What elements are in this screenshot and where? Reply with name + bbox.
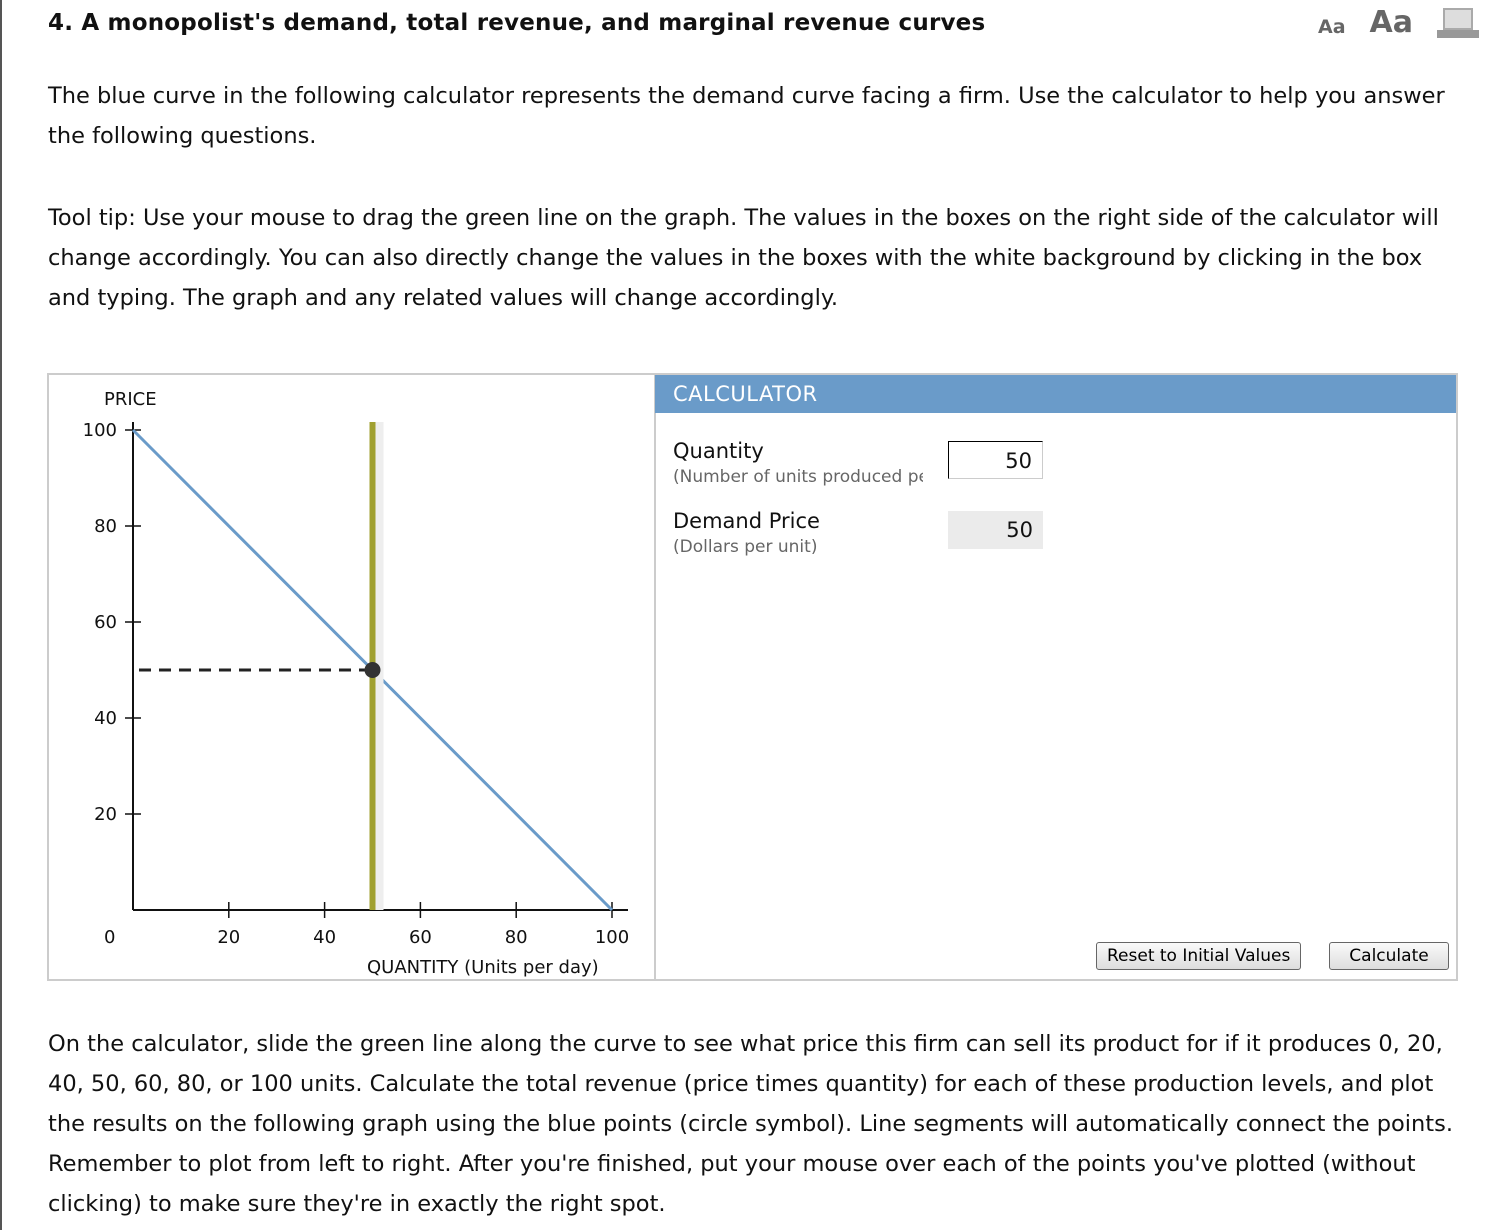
window-edge xyxy=(0,0,2,1230)
decrease-font-button[interactable]: Aa xyxy=(1318,16,1346,38)
reset-button[interactable]: Reset to Initial Values xyxy=(1096,942,1302,970)
calculate-button[interactable]: Calculate xyxy=(1329,942,1449,970)
x-axis-label: QUANTITY (Units per day) xyxy=(367,957,599,978)
slider-shadow xyxy=(375,422,384,910)
x-tick-label: 100 xyxy=(595,927,629,948)
page-title: 4. A monopolist's demand, total revenue,… xyxy=(48,10,986,36)
selected-point xyxy=(364,662,381,678)
calculator-header: CALCULATOR xyxy=(655,375,1456,413)
origin-label: 0 xyxy=(104,927,115,948)
quantity-label: Quantity xyxy=(673,439,764,463)
x-tick-label: 40 xyxy=(313,927,336,948)
price-label: Demand Price xyxy=(673,509,820,533)
demand-graph: PRICE QUANTITY (Units per day) 0 100 80 60… xyxy=(49,375,656,981)
tooltip-text: Tool tip: Use your mouse to drag the gre… xyxy=(48,205,1439,311)
intro-text: The blue curve in the following calculat… xyxy=(48,83,1445,149)
y-tick-label: 60 xyxy=(94,612,117,633)
y-tick-label: 40 xyxy=(94,708,117,729)
calculator-panel: CALCULATOR Quantity (Number of units pro… xyxy=(655,375,1456,979)
x-tick-label: 60 xyxy=(409,927,432,948)
increase-font-button[interactable]: Aa xyxy=(1369,5,1413,40)
toolbar: Aa Aa xyxy=(1318,8,1479,38)
demand-chart[interactable]: PRICE QUANTITY (Units per day) 0 100 80 60… xyxy=(49,375,654,981)
print-icon[interactable] xyxy=(1437,8,1479,38)
price-sublabel: (Dollars per unit) xyxy=(673,537,818,557)
price-value: 50 xyxy=(948,511,1043,549)
quantity-sublabel: (Number of units produced per day) xyxy=(673,467,923,487)
y-axis-label: PRICE xyxy=(104,389,157,410)
x-tick-label: 80 xyxy=(505,927,528,948)
y-tick-label: 80 xyxy=(94,516,117,537)
quantity-input[interactable]: 50 xyxy=(948,441,1043,479)
y-tick-label: 100 xyxy=(83,420,117,441)
calculator-widget: PRICE QUANTITY (Units per day) 0 100 80 60… xyxy=(47,373,1458,981)
x-tick-label: 20 xyxy=(217,927,240,948)
instructions-text: On the calculator, slide the green line … xyxy=(48,1031,1453,1217)
y-tick-label: 20 xyxy=(94,804,117,825)
